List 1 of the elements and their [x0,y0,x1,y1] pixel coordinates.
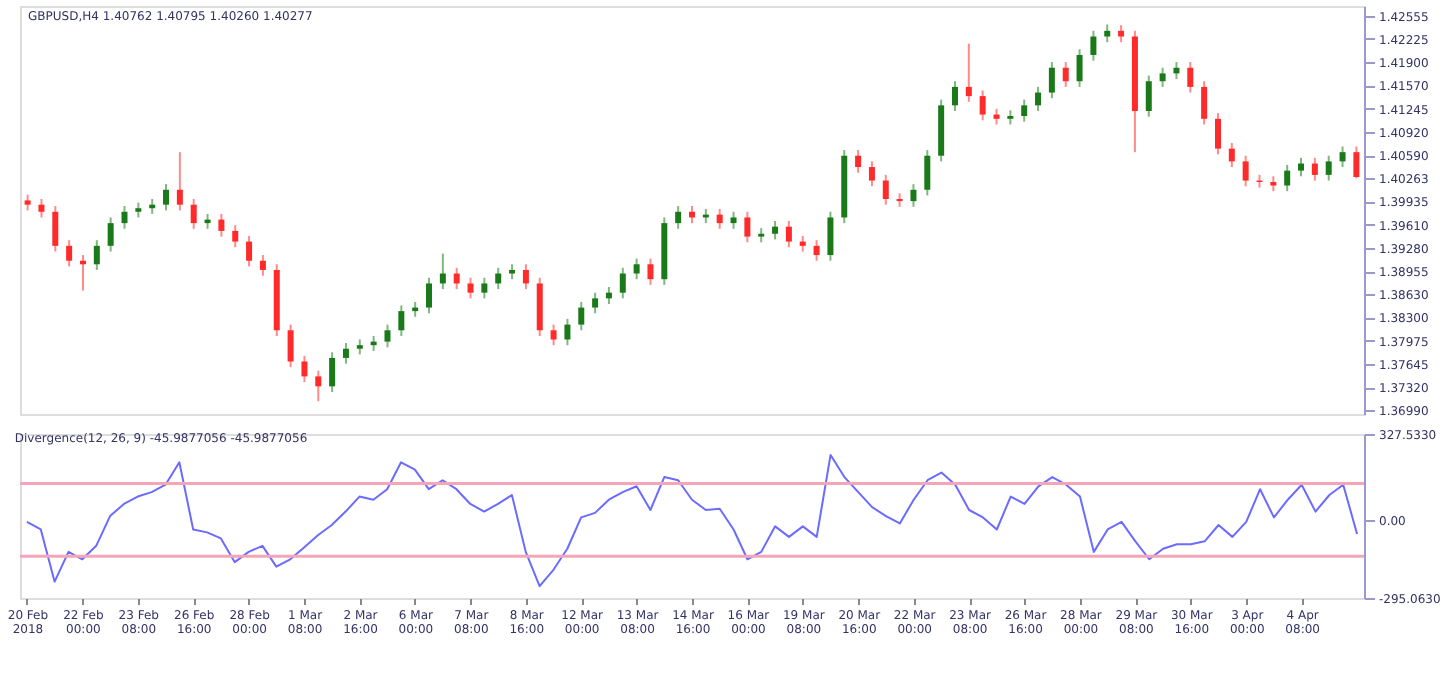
line-series [25,453,1359,588]
